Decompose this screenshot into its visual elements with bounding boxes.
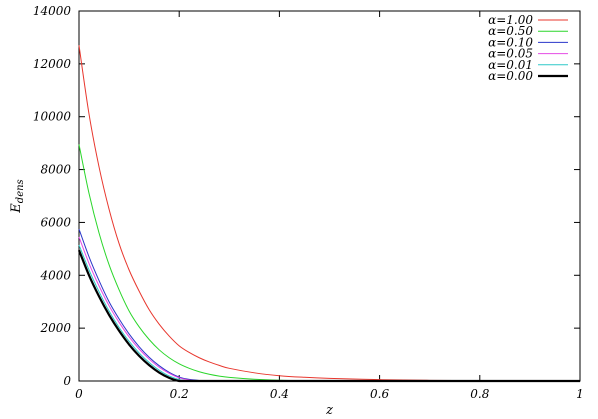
y-tick-label: 8000 (40, 163, 71, 177)
series-line (78, 244, 580, 382)
x-tick-label: 0.2 (170, 387, 189, 401)
legend-label: α=0.10 (488, 35, 533, 49)
legend: α=1.00α=0.50α=0.10α=0.05α=0.01α=0.00 (488, 13, 568, 83)
x-tick-label: 0.8 (470, 387, 489, 401)
series-line (78, 228, 580, 382)
series-line (78, 144, 580, 382)
y-tick-label: 4000 (39, 268, 71, 282)
series-line (78, 236, 580, 382)
x-tick-label: 0.6 (370, 387, 389, 401)
y-tick-label: 12000 (33, 57, 72, 71)
legend-label: α=0.05 (488, 47, 533, 61)
y-axis-label-sub: dens (15, 179, 26, 203)
x-tick-label: 1 (576, 387, 584, 401)
series-layer (77, 45, 581, 383)
legend-label: α=0.01 (488, 58, 533, 72)
y-tick-label: 6000 (40, 215, 71, 229)
y-tick-label: 14000 (33, 4, 72, 18)
series-line (77, 249, 580, 383)
y-tick-label: 10000 (33, 110, 72, 124)
axis-ticks: 0 0.2 0.4 0.6 0.8 1 0 2000 4000 6000 8000 10000 1200… (33, 4, 584, 401)
legend-label: α=0.00 (488, 69, 533, 83)
y-axis-label: Edens (9, 179, 26, 213)
legend-label: α=1.00 (488, 13, 533, 27)
y-tick-label: 0 (63, 374, 71, 388)
x-tick-label: 0.4 (270, 387, 289, 401)
x-tick-label: 0 (75, 387, 83, 401)
y-tick-label: 2000 (39, 321, 71, 335)
y-axis-label-main: E (9, 203, 24, 214)
legend-label: α=0.50 (488, 24, 533, 38)
series-line (78, 45, 581, 382)
x-axis-label: z (325, 403, 333, 418)
